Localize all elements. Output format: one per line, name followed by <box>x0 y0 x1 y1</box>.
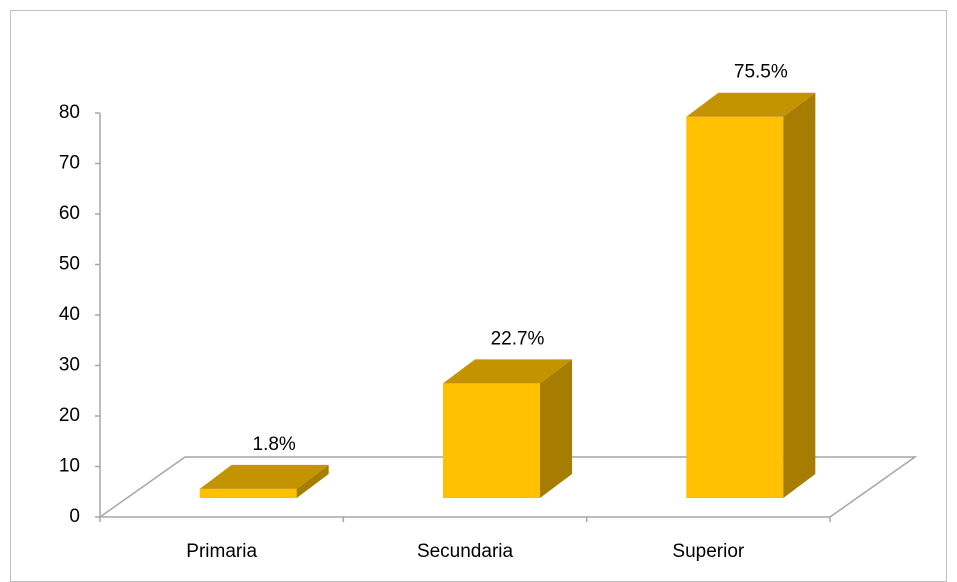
bar <box>686 92 816 498</box>
bar-side <box>296 464 329 498</box>
y-tick-label: 60 <box>59 203 80 224</box>
data-label: 75.5% <box>734 62 788 83</box>
y-tick-label: 50 <box>59 254 80 275</box>
y-tick-label: 0 <box>69 506 80 527</box>
bar-front <box>443 383 540 498</box>
x-tick-label: Primaria <box>186 541 257 562</box>
y-tick-label: 20 <box>59 405 80 426</box>
y-tick-label: 70 <box>59 153 80 174</box>
bar-front <box>199 488 297 498</box>
y-tick-label: 80 <box>59 102 80 123</box>
bar-top <box>686 92 816 117</box>
bar-top <box>443 359 572 384</box>
y-tick-label: 10 <box>59 456 80 477</box>
bar-side <box>783 92 816 498</box>
data-label: 22.7% <box>491 328 545 349</box>
x-tick-label: Secundaria <box>417 541 514 562</box>
data-label: 1.8% <box>253 434 296 455</box>
y-tick-label: 40 <box>59 304 80 325</box>
bar-side <box>540 359 572 498</box>
bar <box>443 359 572 498</box>
bar-front <box>686 116 784 498</box>
bar-top <box>199 464 329 489</box>
bar <box>199 464 329 498</box>
x-tick-label: Superior <box>672 541 744 562</box>
y-tick-label: 30 <box>59 355 80 376</box>
